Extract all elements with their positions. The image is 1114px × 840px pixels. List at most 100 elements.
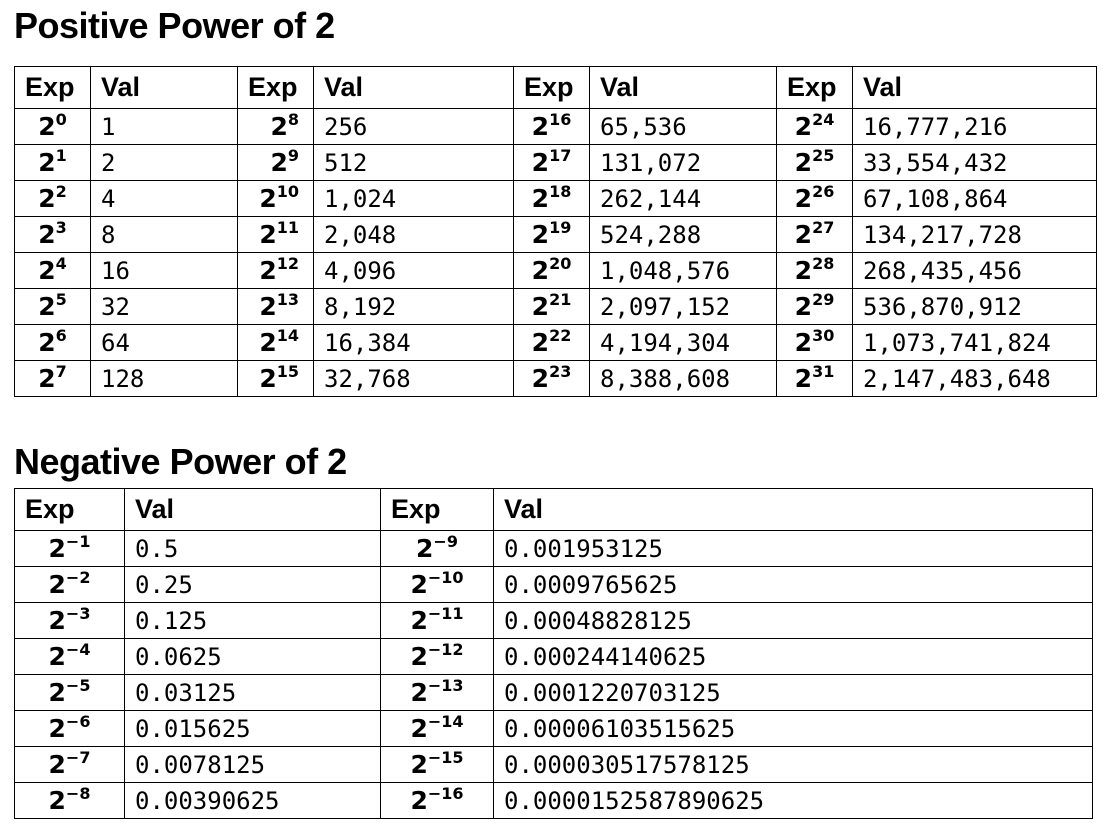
value-cell: 0.0000152587890625 [493,782,1093,819]
table-row: 2−2 0.25 2−10 0.0009765625 [14,566,1093,603]
exponent-cell: 25 [14,288,91,325]
value-cell: 8,388,608 [589,360,777,397]
exponent-base: 2 [48,750,66,779]
exponent-cell: 230 [776,324,853,361]
exponent-power: 27 [812,218,835,237]
exponent-cell: 223 [513,360,590,397]
exponent-base: 2 [38,184,56,213]
exponent-power: 16 [549,110,572,129]
table-row: 26 64 214 16,384 222 4,194,304 230 1,073,741,82… [14,324,1097,361]
exponent-power: −14 [427,712,464,731]
exponent-base: 2 [410,678,428,707]
exp-column-header: Exp [237,66,314,109]
exponent-base: 2 [531,328,550,357]
exponent-power: 18 [549,182,572,201]
exponent-base: 2 [794,220,813,249]
exponent-base: 2 [794,292,813,321]
value-cell: 8 [90,216,238,253]
exponent-power: 6 [55,326,67,345]
exponent-cell: 28 [237,108,314,145]
exponent-power: 10 [276,182,299,201]
exponent-base: 2 [259,292,277,321]
val-column-header: Val [313,66,514,109]
exponent-cell: 221 [513,288,590,325]
negative-header-row: Exp Val Exp Val [14,488,1093,531]
exponent-base: 2 [531,292,550,321]
exponent-cell: 2−2 [14,566,125,603]
val-column-header: Val [589,66,777,109]
exponent-power: 28 [812,254,835,273]
value-cell: 0.0625 [124,638,381,675]
exponent-power: 17 [549,146,572,165]
exponent-cell: 219 [513,216,590,253]
exponent-cell: 24 [14,252,91,289]
value-cell: 268,435,456 [852,252,1097,289]
table-row: 2−6 0.015625 2−14 0.00006103515625 [14,710,1093,747]
exponent-base: 2 [531,112,550,141]
exponent-base: 2 [794,148,813,177]
exponent-base: 2 [48,570,66,599]
exponent-cell: 215 [237,360,314,397]
exponent-cell: 217 [513,144,590,181]
positive-header-row: Exp Val Exp Val Exp Val Exp Val [14,66,1097,109]
exponent-power: 20 [549,254,572,273]
exponent-power: 24 [812,110,835,129]
exponent-cell: 228 [776,252,853,289]
exponent-base: 2 [410,642,428,671]
exponent-cell: 2−7 [14,746,125,783]
value-cell: 134,217,728 [852,216,1097,253]
exponent-power: −1 [65,532,91,551]
exponent-cell: 2−15 [380,746,494,783]
negative-powers-table: Exp Val Exp Val 2−1 0.5 2−9 0.001953125 2−2 0.25… [14,488,1093,819]
exponent-power: −9 [433,532,458,551]
value-cell: 2,048 [313,216,514,253]
exponent-base: 2 [48,642,66,671]
exponent-base: 2 [794,112,813,141]
value-cell: 2 [90,144,238,181]
exponent-base: 2 [531,364,550,393]
negative-table-body: 2−1 0.5 2−9 0.001953125 2−2 0.25 2−10 0.0009765… [14,530,1093,819]
exponent-cell: 227 [776,216,853,253]
value-cell: 0.0078125 [124,746,381,783]
exponent-cell: 20 [14,108,91,145]
exponent-cell: 225 [776,144,853,181]
exponent-cell: 29 [237,144,314,181]
table-row: 2−3 0.125 2−11 0.00048828125 [14,602,1093,639]
exponent-cell: 213 [237,288,314,325]
exponent-power: −10 [427,568,464,587]
exponent-power: −5 [65,676,91,695]
exponent-cell: 226 [776,180,853,217]
exponent-cell: 2−9 [380,530,494,567]
exponent-power: −15 [427,748,464,767]
exponent-power: −13 [427,676,464,695]
value-cell: 1 [90,108,238,145]
table-row: 21 2 29 512 217 131,072 225 33,554,432 [14,144,1097,181]
exponent-power: 29 [812,290,835,309]
exponent-base: 2 [259,220,277,249]
exponent-cell: 2−12 [380,638,494,675]
exponent-cell: 2−16 [380,782,494,819]
exponent-base: 2 [48,714,66,743]
exponent-cell: 210 [237,180,314,217]
exponent-cell: 2−8 [14,782,125,819]
value-cell: 0.00048828125 [493,602,1093,639]
exponent-base: 2 [38,292,56,321]
exponent-base: 2 [794,256,813,285]
val-column-header: Val [90,66,238,109]
exponent-power: 22 [549,326,572,345]
exponent-cell: 2−6 [14,710,125,747]
value-cell: 131,072 [589,144,777,181]
table-row: 25 32 213 8,192 221 2,097,152 229 536,870,912 [14,288,1097,325]
exponent-base: 2 [38,256,56,285]
exponent-base: 2 [531,148,550,177]
exponent-power: 1 [55,146,67,165]
value-cell: 8,192 [313,288,514,325]
exponent-power: −3 [65,604,91,623]
exponent-power: 26 [812,182,835,201]
value-cell: 16 [90,252,238,289]
exponent-cell: 218 [513,180,590,217]
exponent-cell: 2−1 [14,530,125,567]
exponent-power: 9 [287,146,299,165]
exponent-cell: 2−3 [14,602,125,639]
exponent-base: 2 [259,256,277,285]
